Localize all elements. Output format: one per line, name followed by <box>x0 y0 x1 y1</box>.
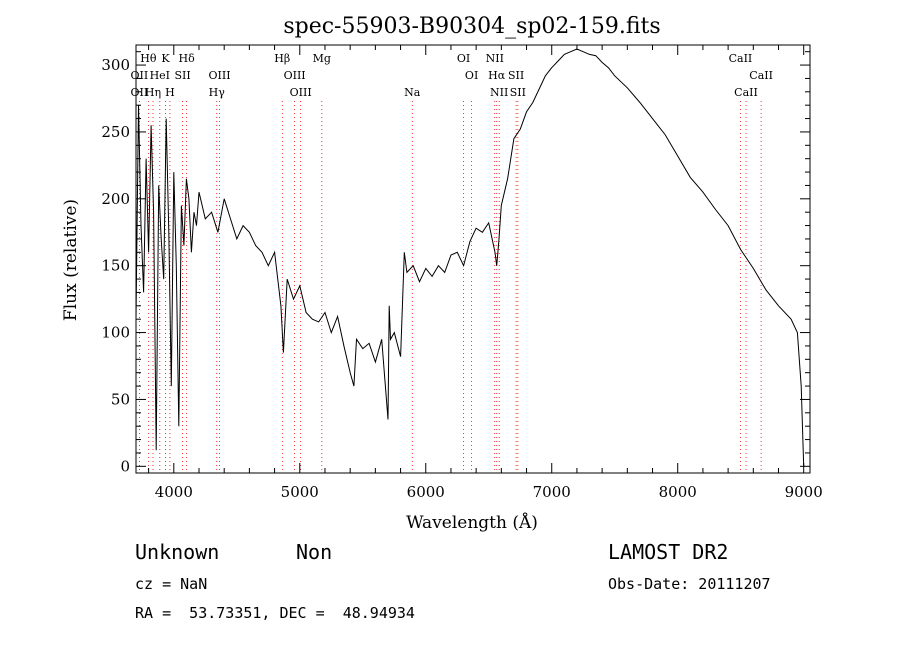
spectral-line-label: Mg <box>313 52 331 65</box>
spectral-line-label: OII <box>131 86 149 99</box>
spectral-line-label: Hα <box>488 69 506 82</box>
y-tick-label: 250 <box>101 123 130 141</box>
spectrum-line <box>135 48 805 467</box>
sky-coordinates: RA = 53.73351, DEC = 48.94934 <box>135 604 415 622</box>
y-tick-label: 300 <box>101 56 130 74</box>
spectral-line-label: Hη <box>145 86 161 99</box>
observation-date: Obs-Date: 20111207 <box>608 575 771 593</box>
x-tick-label: 5000 <box>281 483 319 501</box>
x-tick-label: 8000 <box>659 483 697 501</box>
spectral-line-label: Hβ <box>274 52 290 65</box>
spectral-line-label: H <box>165 86 175 99</box>
spectral-line-label: Na <box>404 86 421 99</box>
x-tick-label: 7000 <box>533 483 571 501</box>
object-class: Unknown <box>135 540 220 564</box>
spectral-line-label: CaII <box>729 52 753 65</box>
survey-name: LAMOST DR2 <box>608 540 729 564</box>
y-tick-label: 50 <box>111 390 130 408</box>
y-axis-ticks: 0 50 100 150 200 250 300 <box>101 51 810 475</box>
spectral-line-label: OIII <box>290 86 312 99</box>
x-tick-label: 6000 <box>407 483 445 501</box>
spectral-line-label: OI <box>465 69 478 82</box>
x-axis-ticks: 4000 5000 6000 7000 8000 9000 <box>148 45 823 501</box>
y-tick-label: 0 <box>120 457 130 475</box>
redshift-value: cz = NaN <box>135 575 208 593</box>
spectral-line-label: OI <box>457 52 470 65</box>
spectral-line-label: OII <box>131 69 149 82</box>
spectral-line-label: NII <box>486 52 504 65</box>
spectral-line-label: CaII <box>734 86 758 99</box>
y-tick-label: 150 <box>101 257 130 275</box>
spectral-line-label: OIII <box>284 69 306 82</box>
spectral-line-label: Hγ <box>209 86 226 99</box>
x-axis-label: Wavelength (Å) <box>406 512 538 533</box>
y-axis-label: Flux (relative) <box>61 199 81 321</box>
x-tick-label: 9000 <box>785 483 823 501</box>
spectral-line-label: Hδ <box>179 52 196 65</box>
spectral-line-label: SII <box>508 69 524 82</box>
chart-title: spec-55903-B90304_sp02-159.fits <box>283 14 660 39</box>
spectral-line-label: OIII <box>208 69 230 82</box>
spectral-line-label: HeI <box>150 69 170 82</box>
y-tick-label: 200 <box>101 190 130 208</box>
spectral-line-label: CaII <box>749 69 773 82</box>
spectral-line-labels: OIIHθOIIHηHeIKHSIIHδOIIIHγHβOIIIOIIIMgNa… <box>131 52 773 99</box>
spectral-line-label: SII <box>174 69 190 82</box>
plot-frame <box>135 44 811 474</box>
object-subclass: Non <box>296 540 333 564</box>
spectral-line-markers <box>139 101 762 473</box>
spectral-line-label: SII <box>510 86 526 99</box>
x-tick-label: 4000 <box>155 483 193 501</box>
spectral-line-label: Hθ <box>140 52 157 65</box>
spectral-line-label: K <box>161 52 170 65</box>
spectral-line-label: NII <box>490 86 508 99</box>
y-tick-label: 100 <box>101 324 130 342</box>
